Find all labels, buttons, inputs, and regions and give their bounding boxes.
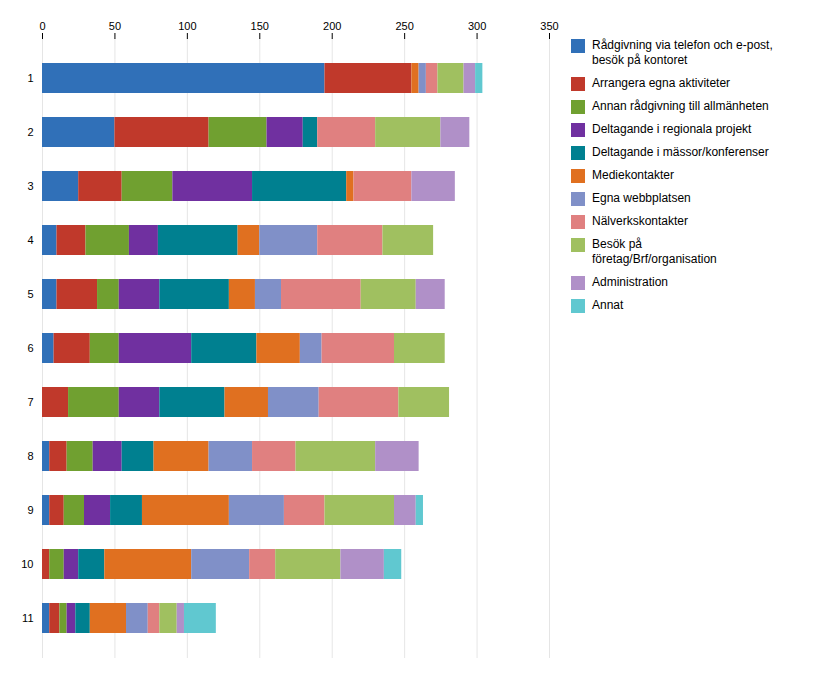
svg-text:3: 3 — [27, 180, 33, 192]
svg-text:150: 150 — [251, 20, 269, 32]
svg-text:4: 4 — [27, 234, 33, 246]
html-text:Egna webbplatsen: Egna webbplatsen — [592, 191, 691, 205]
svg-text:7: 7 — [27, 396, 33, 408]
html-text:Nälverkskontakter: Nälverkskontakter — [592, 214, 688, 228]
html-text:Annat: Annat — [592, 298, 624, 312]
svg-text:8: 8 — [27, 450, 33, 462]
svg-text:10: 10 — [21, 558, 33, 570]
svg-text:0: 0 — [39, 20, 45, 32]
html-text:Mediekontakter: Mediekontakter — [592, 168, 674, 182]
svg-text:50: 50 — [109, 20, 121, 32]
html-text:Deltagande i mässor/konferense: Deltagande i mässor/konferenser — [592, 145, 769, 159]
svg-text:11: 11 — [22, 612, 33, 624]
svg-text:2: 2 — [27, 126, 33, 138]
html-text:Besök på företag/Brf/organisat: Besök på företag/Brf/organisation — [592, 237, 717, 266]
svg-text:1: 1 — [27, 72, 33, 84]
html-text:Administration: Administration — [592, 275, 668, 289]
svg-text:250: 250 — [395, 20, 413, 32]
svg-text:6: 6 — [27, 342, 33, 354]
html-text:Arrangera egna aktiviteter: Arrangera egna aktiviteter — [592, 76, 731, 90]
svg-text:9: 9 — [27, 504, 33, 516]
html-text:Deltagande i regionala projekt: Deltagande i regionala projekt — [592, 122, 752, 136]
svg-text:200: 200 — [323, 20, 341, 32]
svg-text:300: 300 — [468, 20, 486, 32]
svg-text:5: 5 — [27, 288, 33, 300]
html-text:Annan rådgivning till allmänhe: Annan rådgivning till allmänheten — [592, 99, 769, 113]
svg-text:350: 350 — [540, 20, 558, 32]
html-text:Rådgivning via telefon och e-p: Rådgivning via telefon och e-post, besök… — [592, 38, 773, 67]
svg-text:100: 100 — [178, 20, 196, 32]
